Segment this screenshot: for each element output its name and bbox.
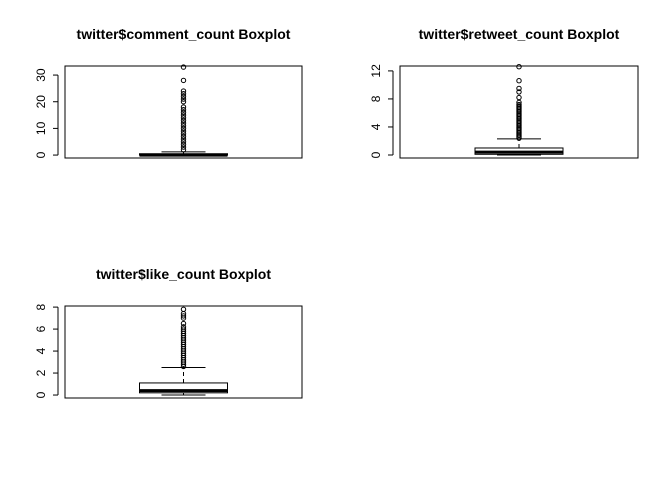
y-tick-label: 0: [369, 151, 383, 158]
y-tick-label: 4: [369, 123, 383, 130]
plot-frame: [64, 305, 303, 399]
y-tick-label: 10: [34, 121, 48, 135]
outlier: [180, 109, 187, 116]
outlier: [180, 120, 187, 126]
y-tick-label: 6: [34, 325, 48, 332]
chart-title: twitter$comment_count Boxplot: [77, 26, 291, 42]
outlier: [180, 147, 187, 153]
y-tick-label: 4: [34, 347, 48, 354]
outlier: [516, 78, 522, 84]
y-tick-label: 20: [34, 95, 48, 109]
outlier: [180, 313, 187, 319]
outlier: [180, 112, 187, 118]
chart-title: twitter$retweet_count Boxplot: [419, 26, 620, 42]
outlier: [180, 320, 187, 327]
outlier: [180, 96, 187, 102]
outlier: [180, 93, 187, 100]
outlier: [180, 107, 187, 113]
outlier: [180, 104, 187, 110]
y-tick-label: 0: [34, 151, 48, 158]
outlier: [180, 115, 187, 121]
outlier: [180, 125, 187, 132]
outlier: [516, 89, 522, 95]
outlier: [516, 94, 522, 101]
y-tick-label: 30: [34, 68, 48, 82]
outlier: [180, 324, 187, 330]
outlier: [180, 128, 187, 134]
outlier: [180, 326, 187, 332]
outlier: [180, 88, 187, 94]
outlier: [180, 123, 187, 129]
outlier: [516, 101, 522, 108]
outlier: [180, 139, 187, 145]
y-tick-label: 2: [34, 369, 48, 376]
outlier: [180, 117, 187, 124]
y-tick-label: 8: [369, 95, 383, 102]
y-tick-label: 12: [369, 64, 383, 78]
outlier: [180, 136, 187, 142]
outlier: [180, 91, 187, 97]
box: [139, 382, 228, 394]
plot-frame: [64, 65, 303, 159]
plot-frame: [399, 65, 639, 159]
outlier: [180, 77, 187, 84]
y-tick-label: 0: [34, 391, 48, 398]
outlier: [180, 306, 187, 312]
outlier: [516, 85, 522, 92]
outlier: [180, 133, 187, 140]
outlier: [180, 141, 187, 148]
outlier: [180, 144, 187, 150]
outlier: [516, 64, 522, 70]
outlier: [516, 99, 522, 106]
y-tick-label: 8: [34, 303, 48, 310]
outlier: [180, 99, 187, 105]
outlier: [180, 131, 187, 137]
chart-title: twitter$like_count Boxplot: [96, 266, 271, 282]
outlier: [180, 64, 187, 70]
